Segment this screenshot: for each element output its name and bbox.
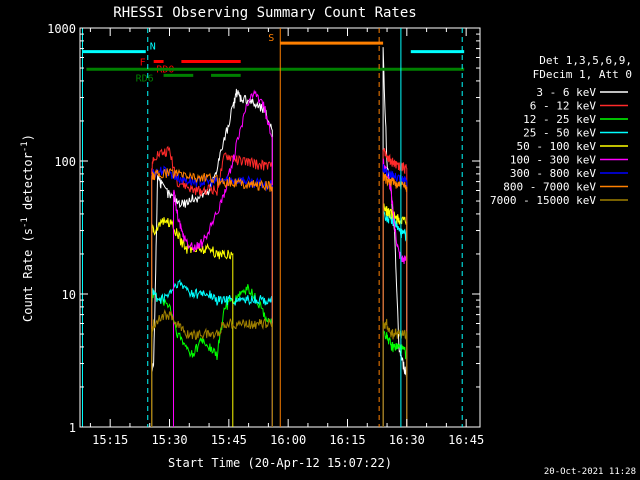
legend-label-25-50-kev: 25 - 50 keV xyxy=(523,127,596,140)
legend-label-12-25-kev: 12 - 25 keV xyxy=(523,113,596,126)
flag-label-rd6: RD6 xyxy=(136,73,154,84)
x-axis: 15:15 15:30 15:45 16:00 16:15 16:30 16:45 xyxy=(89,28,484,447)
series-line-b-3-6-kev xyxy=(382,47,408,427)
flag-bars: NSFRD0RD6 xyxy=(82,33,465,84)
series-line-b-50-100-kev xyxy=(382,203,408,427)
series-line-b-25-50-kev xyxy=(382,210,408,427)
legend-label-800-7000-kev: 800 - 7000 keV xyxy=(503,181,596,194)
x-tick-label-0: 15:15 xyxy=(92,433,128,447)
flag-label-s: S xyxy=(268,33,274,44)
y-tick-label-3: 1000 xyxy=(47,22,76,36)
series-line-a-6-12-kev xyxy=(151,145,273,427)
y-axis-label-end: ) xyxy=(21,134,35,141)
legend-label-3-6-kev: 3 - 6 keV xyxy=(536,86,596,99)
series-line-a-7000-15000-kev xyxy=(151,308,273,427)
y-axis-label-superscript-2: -1 xyxy=(20,141,30,152)
series-line-a-800-7000-kev xyxy=(151,168,273,427)
x-tick-label-2: 15:45 xyxy=(211,433,247,447)
y-tick-label-0: 1 xyxy=(69,421,76,435)
x-tick-label-4: 16:15 xyxy=(329,433,365,447)
y-tick-label-1: 10 xyxy=(62,288,76,302)
y-axis-label: Count Rate (s-1 detector-1) xyxy=(20,134,35,322)
flag-label-n: N xyxy=(150,42,156,53)
legend-label-50-100-kev: 50 - 100 keV xyxy=(517,140,597,153)
legend: Det 1,3,5,6,9, FDecim 1, Att 0 3 - 6 keV… xyxy=(490,54,632,207)
legend-label-7000-15000-kev: 7000 - 15000 keV xyxy=(490,194,596,207)
series-line-b-12-25-kev xyxy=(382,330,408,427)
x-tick-label-6: 16:45 xyxy=(448,433,484,447)
series-line-b-6-12-kev xyxy=(382,148,408,427)
series-line-a-25-50-kev xyxy=(151,278,273,427)
legend-label-300-800-kev: 300 - 800 keV xyxy=(510,167,596,180)
legend-header-line-2: FDecim 1, Att 0 xyxy=(533,68,632,81)
flag-label-f: F xyxy=(140,57,146,68)
x-axis-label: Start Time (20-Apr-12 15:07:22) xyxy=(168,456,392,470)
series-line-b-7000-15000-kev xyxy=(382,318,408,427)
x-tick-label-3: 16:00 xyxy=(270,433,306,447)
y-axis-label-main: Count Rate (s xyxy=(21,228,35,322)
x-tick-label-5: 16:30 xyxy=(389,433,425,447)
plot-area xyxy=(151,47,408,427)
chart-title: RHESSI Observing Summary Count Rates xyxy=(113,5,416,21)
footer-date: 20-Oct-2021 11:28 xyxy=(544,467,636,477)
series-line-b-800-7000-kev xyxy=(382,171,408,427)
y-axis-label-superscript-1: -1 xyxy=(20,217,30,228)
legend-header-line-1: Det 1,3,5,6,9, xyxy=(539,54,632,67)
series-line-a-12-25-kev xyxy=(151,284,273,427)
legend-label-100-300-kev: 100 - 300 keV xyxy=(510,154,596,167)
vertical-markers xyxy=(81,28,463,427)
series-line-a-300-800-kev xyxy=(151,165,273,427)
series-line-a-100-300-kev xyxy=(173,89,273,427)
legend-label-6-12-kev: 6 - 12 keV xyxy=(530,100,597,113)
y-axis: 1 10 100 1000 xyxy=(47,22,480,435)
x-tick-label-1: 15:30 xyxy=(151,433,187,447)
y-axis-label-detector: detector xyxy=(21,152,35,217)
y-tick-label-2: 100 xyxy=(54,155,76,169)
